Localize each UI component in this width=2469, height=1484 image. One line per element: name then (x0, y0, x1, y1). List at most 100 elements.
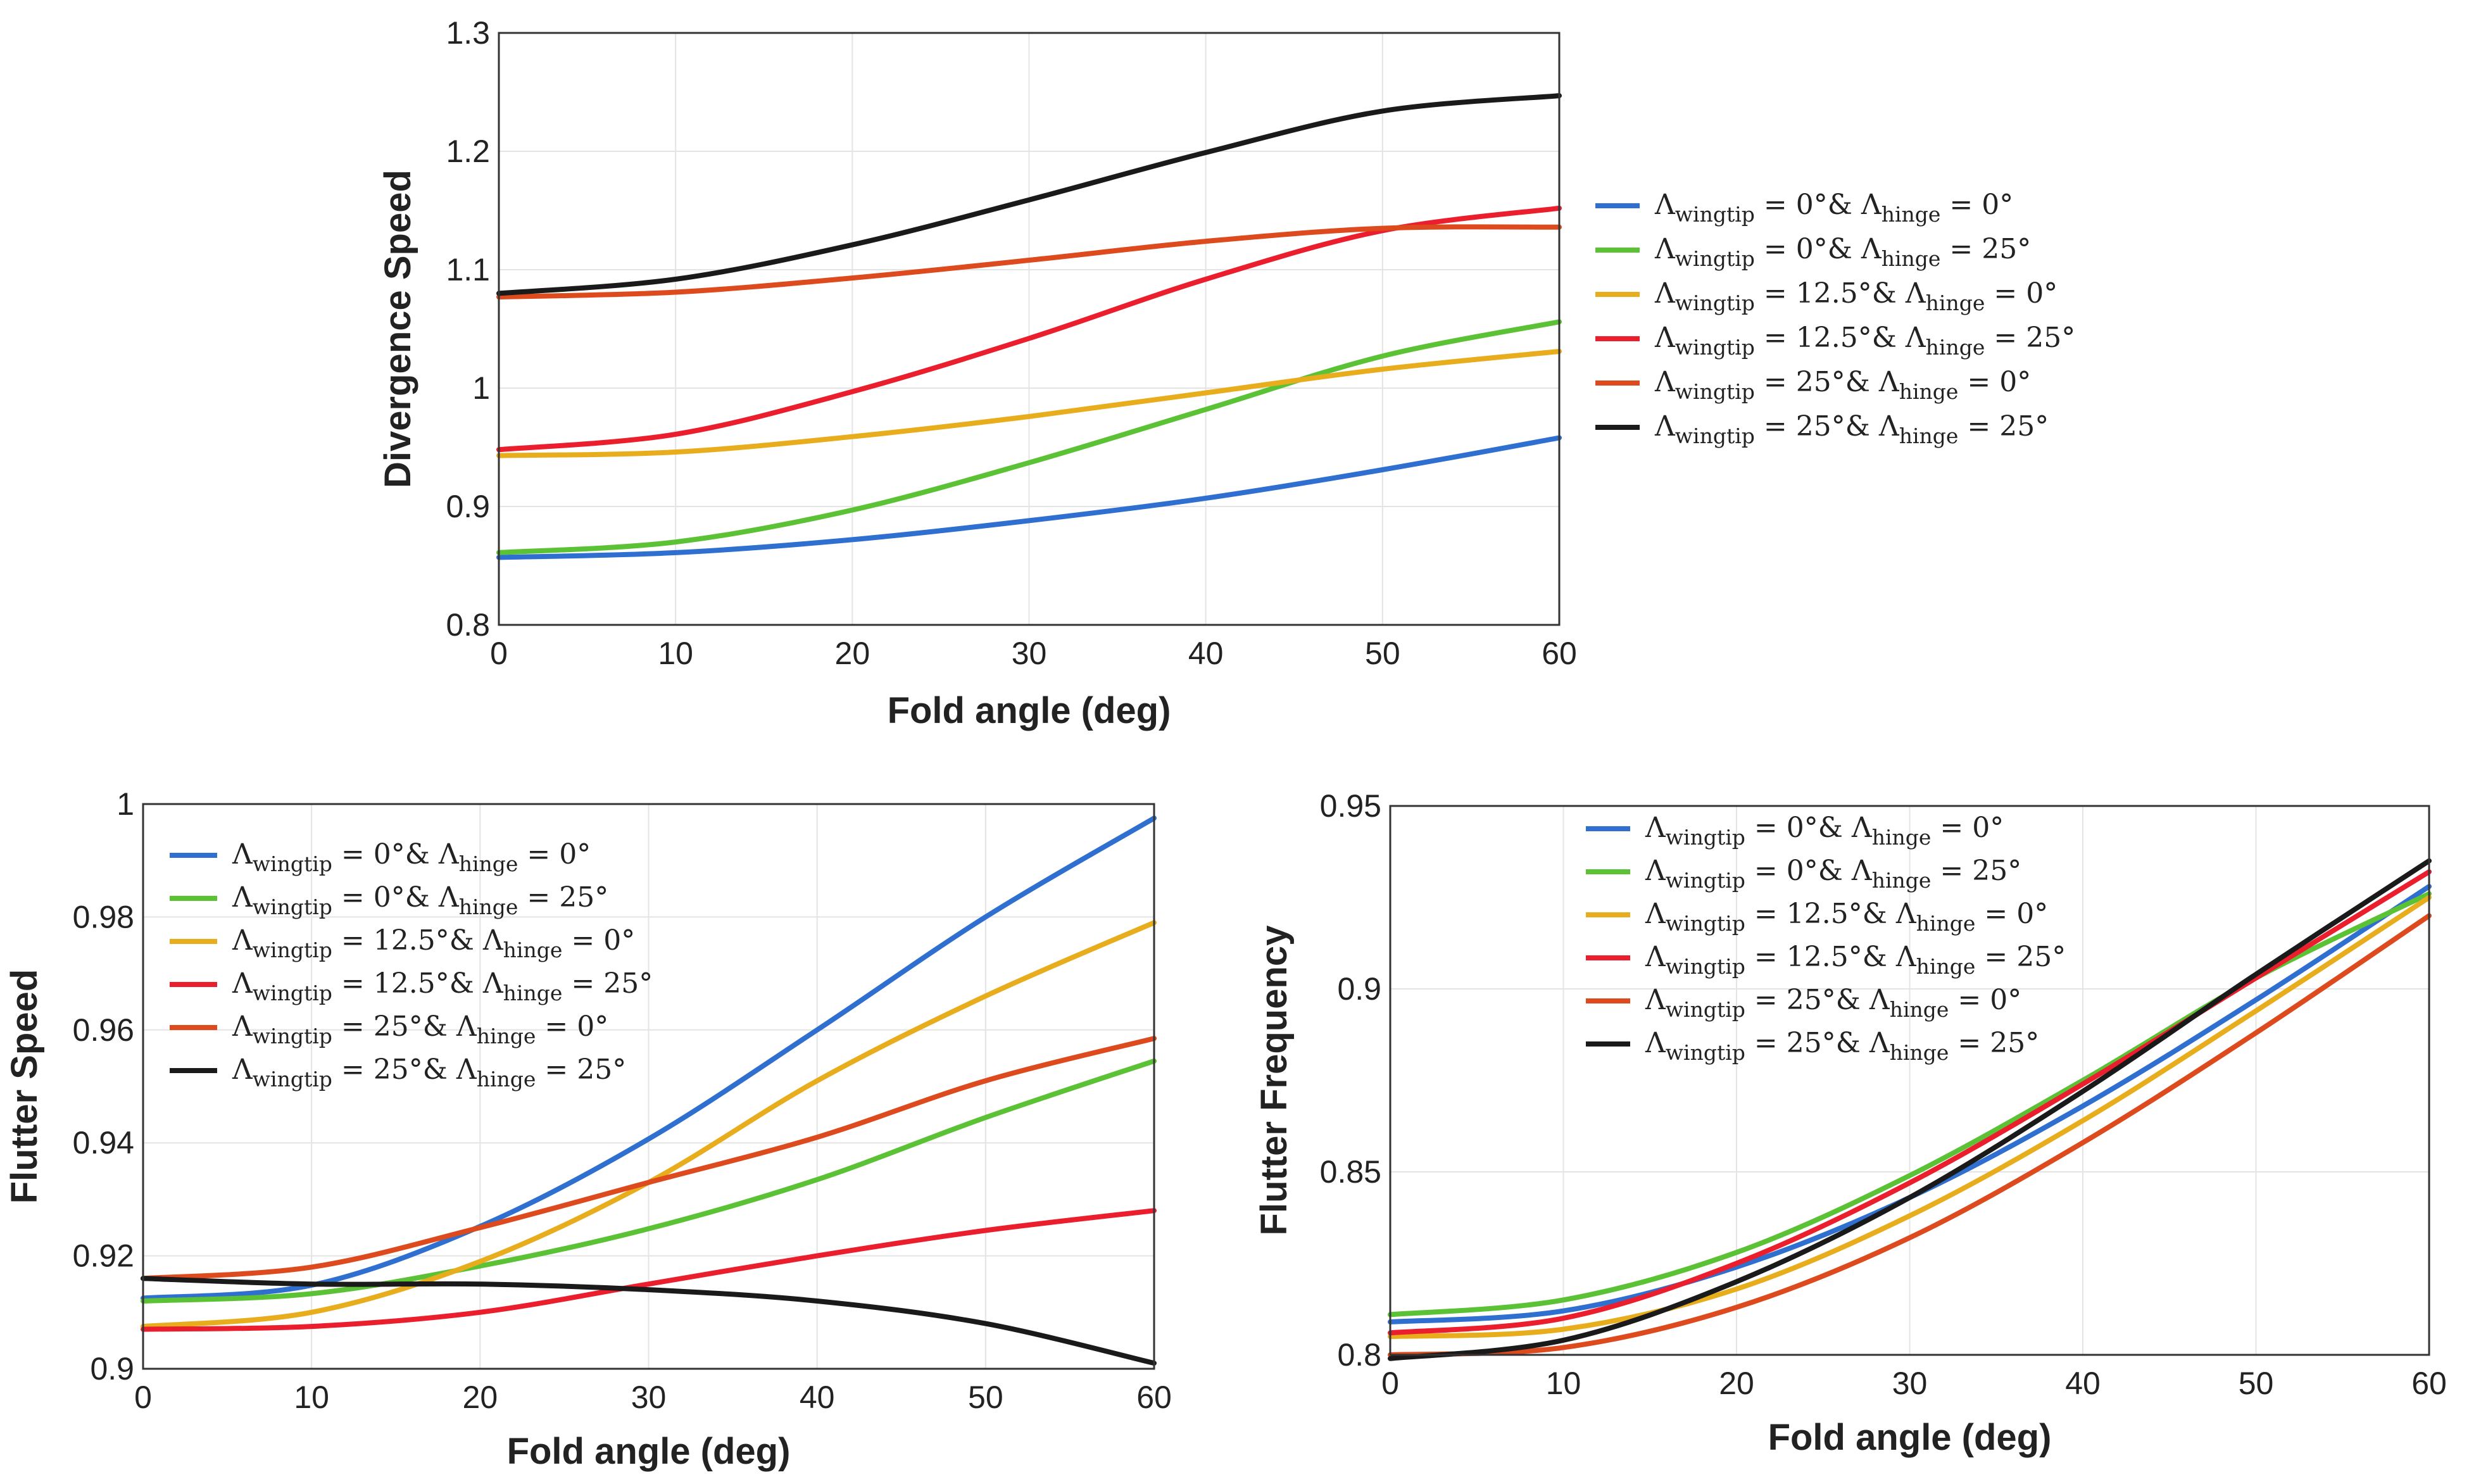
legend-subscript: hinge (1890, 997, 1949, 1022)
legend-item-s5: Λwingtip = 25°& Λhinge = 0° (170, 1010, 608, 1048)
legend-text-part: = (332, 967, 374, 1000)
legend-text-part: Λ (1645, 984, 1666, 1016)
legend-text-part: Λ (232, 838, 253, 871)
legend-text-part: 12.5° (374, 924, 449, 957)
y-tick-label: 1 (116, 786, 134, 822)
series-line-s2 (496, 319, 1562, 555)
legend-text-part: = (518, 838, 559, 871)
legend-item-s6: Λwingtip = 25°& Λhinge = 25° (170, 1053, 626, 1091)
legend-text-part: 25° (374, 1053, 423, 1086)
legend-text-part: 12.5° (1796, 322, 1872, 354)
legend-text-part: 25° (559, 881, 608, 914)
x-tick-label: 50 (2239, 1366, 2274, 1401)
legend-text-part: 25° (2026, 322, 2075, 354)
legend-text-part: Λ (1895, 898, 1917, 930)
legend-text-part: Λ (1861, 189, 1882, 221)
legend-subscript: hinge (1916, 911, 1976, 936)
legend-item-s3: Λwingtip = 12.5°& Λhinge = 0° (1586, 898, 2048, 936)
legend-text-part: & (1863, 941, 1896, 973)
legend-text-part: 25° (1787, 984, 1836, 1016)
legend-text-part: = (1958, 366, 1999, 398)
y-tick-label: 1 (472, 370, 490, 406)
legend-text-part: 25° (374, 1010, 423, 1043)
legend-text-part: = (332, 1053, 374, 1086)
y-axis-label: Flutter Frequency (1253, 926, 1295, 1236)
legend-text-part: = (332, 1010, 374, 1043)
legend-subscript: hinge (1890, 1040, 1949, 1065)
legend-text-part: & (1872, 277, 1906, 310)
legend-text-part: 25° (1972, 855, 2021, 887)
legend-text-part: = (1755, 322, 1796, 354)
legend-text-part: 0° (559, 838, 591, 871)
legend-text-part: & (1828, 233, 1861, 265)
legend-text-part: = (1985, 322, 2026, 354)
legend-text-part: Λ (1654, 410, 1676, 443)
legend-text-part: = (1975, 941, 2016, 973)
legend-label: Λwingtip = 12.5°& Λhinge = 25° (232, 967, 653, 1005)
legend-text-part: 0° (1990, 984, 2021, 1016)
legend-text-part: 25° (1796, 410, 1845, 443)
legend-text-part: = (562, 924, 603, 957)
legend-text-part: & (1836, 1027, 1869, 1059)
legend-text-part: 0° (603, 924, 635, 957)
legend-text-part: 25° (2016, 941, 2066, 973)
y-axis-label: Flutter Speed (4, 969, 45, 1204)
legend-text-part: 0° (374, 838, 405, 871)
legend-text-part: Λ (1645, 898, 1666, 930)
legend-text-part: Λ (232, 967, 253, 1000)
x-tick-label: 20 (835, 636, 870, 671)
legend-subscript: wingtip (1675, 335, 1755, 360)
legend-item-s5: Λwingtip = 25°& Λhinge = 0° (1595, 366, 2031, 404)
legend-text-part: 25° (1999, 410, 2049, 443)
legend-text-part: Λ (1869, 984, 1890, 1016)
legend-text-part: Λ (1654, 277, 1676, 310)
legend-text-part: 25° (1796, 366, 1845, 398)
legend-item-s2: Λwingtip = 0°& Λhinge = 25° (1595, 233, 2031, 271)
legend-text-part: 0° (2016, 898, 2048, 930)
legend-subscript: wingtip (1666, 954, 1745, 979)
legend-text-part: & (405, 881, 439, 914)
legend-text-part: = (1745, 898, 1787, 930)
legend-text-part: Λ (232, 1010, 253, 1043)
y-tick-label: 1.1 (446, 252, 490, 287)
y-tick-label: 0.8 (446, 607, 490, 643)
series-line-s5 (141, 1036, 1157, 1281)
legend-text-part: Λ (456, 1053, 477, 1086)
plot-frame (142, 803, 1155, 1370)
legend-text-part: Λ (232, 924, 253, 957)
divergence-speed-chart: 0 10 20 30 40 50 60 0.8 0.9 1 1.1 1.2 1.3 Fold angle … (377, 15, 2075, 731)
legend-item-s4: Λwingtip = 12.5°& Λhinge = 25° (170, 967, 653, 1005)
flutter-speed-chart: 0 10 20 30 40 50 60 0.9 0.92 0.94 0.96 0.98 1 Fold an… (4, 786, 1172, 1472)
x-tick-label: 0 (490, 636, 508, 671)
legend-text-part: = (1755, 233, 1796, 265)
legend-text-part: = (536, 1010, 577, 1043)
legend-text-part: = (536, 1053, 577, 1086)
legend-text-part: & (1863, 898, 1896, 930)
legend-subscript: wingtip (253, 1024, 332, 1048)
legend-text-part: = (1940, 189, 1982, 221)
legend-text-part: = (332, 881, 374, 914)
legend-text-part: 0° (1796, 189, 1828, 221)
y-axis-label: Divergence Speed (377, 170, 418, 488)
y-tick-label: 0.96 (73, 1012, 134, 1048)
legend-subscript: wingtip (253, 981, 332, 1005)
legend-text-part: 25° (1990, 1027, 2039, 1059)
flutter-frequency-chart: 0 10 20 30 40 50 60 0.8 0.85 0.9 0.95 Fold angle (d… (1253, 788, 2447, 1458)
legend-item-s6: Λwingtip = 25°& Λhinge = 25° (1595, 410, 2049, 448)
legend-text-part: & (1818, 812, 1852, 844)
legend-text-part: = (1940, 233, 1982, 265)
x-tick-label: 50 (968, 1380, 1003, 1415)
legend-subscript: wingtip (253, 938, 332, 962)
legend-item-s1: Λwingtip = 0°& Λhinge = 0° (1586, 812, 2004, 850)
x-tick-label: 50 (1365, 636, 1400, 671)
legend-subscript: wingtip (1675, 246, 1755, 271)
legend-text-part: = (1931, 855, 1972, 887)
legend-item-s1: Λwingtip = 0°& Λhinge = 0° (1595, 189, 2013, 227)
y-tick-label: 0.95 (1320, 788, 1381, 824)
series-line-s6 (141, 1276, 1157, 1366)
legend-label: Λwingtip = 25°& Λhinge = 25° (1654, 410, 2049, 448)
legend-item-s3: Λwingtip = 12.5°& Λhinge = 0° (170, 924, 635, 962)
legend-text-part: = (1985, 277, 2026, 310)
legend-subscript: hinge (1882, 202, 1941, 227)
